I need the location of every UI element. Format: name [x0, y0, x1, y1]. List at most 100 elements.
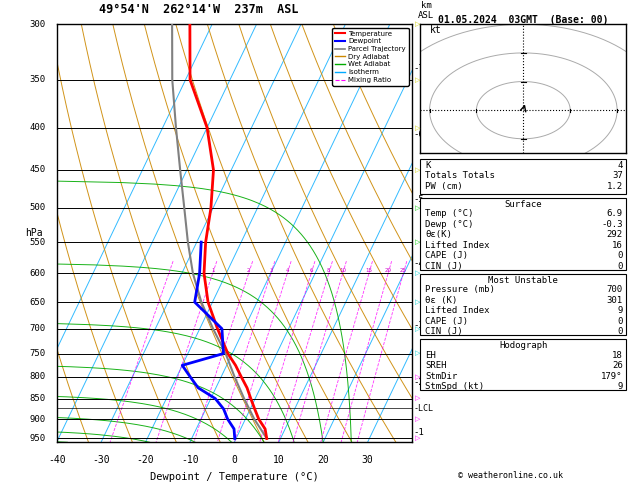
Text: 20: 20 — [384, 268, 392, 273]
Text: 600: 600 — [30, 269, 46, 278]
Text: -20: -20 — [136, 455, 154, 465]
Text: -40: -40 — [48, 455, 65, 465]
Text: ▷: ▷ — [415, 435, 421, 441]
Text: 0: 0 — [231, 455, 237, 465]
Text: Lifted Index: Lifted Index — [425, 306, 490, 315]
Text: -5: -5 — [414, 195, 425, 205]
Text: 6.9: 6.9 — [606, 209, 623, 218]
Text: ▷: ▷ — [415, 205, 421, 211]
Text: 700: 700 — [606, 285, 623, 294]
Text: -7: -7 — [414, 64, 425, 73]
Text: 301: 301 — [606, 295, 623, 305]
Text: 30: 30 — [362, 455, 374, 465]
Text: ▷: ▷ — [415, 299, 421, 305]
Text: 10: 10 — [273, 455, 284, 465]
Text: ▷: ▷ — [415, 167, 421, 173]
Text: Lifted Index: Lifted Index — [425, 241, 490, 250]
Text: 0: 0 — [617, 251, 623, 260]
Text: 0: 0 — [617, 261, 623, 271]
Text: 450: 450 — [30, 166, 46, 174]
Text: Dewpoint / Temperature (°C): Dewpoint / Temperature (°C) — [150, 471, 319, 482]
Text: 300: 300 — [30, 20, 46, 29]
Text: ▷: ▷ — [415, 326, 421, 332]
Text: StmSpd (kt): StmSpd (kt) — [425, 382, 484, 391]
Text: ▷: ▷ — [415, 125, 421, 131]
Text: -4: -4 — [414, 259, 425, 268]
Text: hPa: hPa — [25, 228, 42, 238]
Text: km
ASL: km ASL — [418, 0, 434, 20]
Text: θε (K): θε (K) — [425, 295, 457, 305]
Text: 350: 350 — [30, 75, 46, 84]
Text: EH: EH — [425, 350, 436, 360]
Text: ▷: ▷ — [415, 77, 421, 83]
Text: Most Unstable: Most Unstable — [488, 276, 559, 285]
Text: SREH: SREH — [425, 361, 447, 370]
Text: -LCL: -LCL — [414, 404, 434, 413]
Text: 400: 400 — [30, 123, 46, 132]
Text: CAPE (J): CAPE (J) — [425, 251, 468, 260]
Text: 4: 4 — [617, 161, 623, 170]
Text: 292: 292 — [606, 230, 623, 239]
Text: 700: 700 — [30, 324, 46, 333]
Text: 01.05.2024  03GMT  (Base: 00): 01.05.2024 03GMT (Base: 00) — [438, 15, 608, 25]
Text: Dewp (°C): Dewp (°C) — [425, 220, 474, 229]
Text: -10: -10 — [181, 455, 199, 465]
Text: -1: -1 — [414, 428, 425, 437]
Text: 850: 850 — [30, 394, 46, 403]
Text: -30: -30 — [92, 455, 110, 465]
Text: CIN (J): CIN (J) — [425, 327, 463, 336]
Text: Hodograph: Hodograph — [499, 341, 547, 350]
Text: 9: 9 — [617, 306, 623, 315]
Text: 0: 0 — [617, 316, 623, 326]
Text: 1.2: 1.2 — [606, 182, 623, 191]
Text: ▷: ▷ — [415, 416, 421, 422]
Text: Totals Totals: Totals Totals — [425, 171, 495, 180]
Text: ▷: ▷ — [415, 270, 421, 277]
Legend: Temperature, Dewpoint, Parcel Trajectory, Dry Adiabat, Wet Adiabat, Isotherm, Mi: Temperature, Dewpoint, Parcel Trajectory… — [332, 28, 408, 86]
Text: θε(K): θε(K) — [425, 230, 452, 239]
Text: 650: 650 — [30, 297, 46, 307]
Text: kt: kt — [430, 25, 442, 35]
Text: ▷: ▷ — [415, 396, 421, 401]
Text: 0: 0 — [617, 327, 623, 336]
Text: 6: 6 — [309, 268, 313, 273]
Text: CAPE (J): CAPE (J) — [425, 316, 468, 326]
Text: © weatheronline.co.uk: © weatheronline.co.uk — [459, 471, 563, 480]
Text: 2: 2 — [247, 268, 250, 273]
Text: 1: 1 — [211, 268, 214, 273]
Text: 3: 3 — [269, 268, 272, 273]
Text: ▷: ▷ — [415, 21, 421, 27]
Text: ▷: ▷ — [415, 374, 421, 380]
Text: PW (cm): PW (cm) — [425, 182, 463, 191]
Text: 15: 15 — [365, 268, 372, 273]
Text: StmDir: StmDir — [425, 371, 457, 381]
Text: 4: 4 — [286, 268, 289, 273]
Text: 9: 9 — [617, 382, 623, 391]
Text: 18: 18 — [612, 350, 623, 360]
Text: 800: 800 — [30, 372, 46, 381]
Text: ▷: ▷ — [415, 350, 421, 357]
Text: -0.3: -0.3 — [601, 220, 623, 229]
Text: 37: 37 — [612, 171, 623, 180]
Text: 25: 25 — [400, 268, 407, 273]
Text: Surface: Surface — [504, 200, 542, 209]
Text: 750: 750 — [30, 349, 46, 358]
Text: -6: -6 — [414, 130, 425, 139]
Text: 26: 26 — [612, 361, 623, 370]
Text: Pressure (mb): Pressure (mb) — [425, 285, 495, 294]
Text: 16: 16 — [612, 241, 623, 250]
Text: Temp (°C): Temp (°C) — [425, 209, 474, 218]
Text: 900: 900 — [30, 415, 46, 424]
Text: K: K — [425, 161, 431, 170]
Text: 20: 20 — [317, 455, 329, 465]
Text: 49°54'N  262°14'W  237m  ASL: 49°54'N 262°14'W 237m ASL — [99, 3, 299, 16]
Text: 550: 550 — [30, 238, 46, 246]
Text: -3: -3 — [414, 321, 425, 330]
Text: 950: 950 — [30, 434, 46, 443]
Text: 8: 8 — [327, 268, 330, 273]
Text: ▷: ▷ — [415, 239, 421, 245]
Text: 179°: 179° — [601, 371, 623, 381]
Text: 500: 500 — [30, 203, 46, 212]
Text: -2: -2 — [414, 378, 425, 386]
Text: CIN (J): CIN (J) — [425, 261, 463, 271]
